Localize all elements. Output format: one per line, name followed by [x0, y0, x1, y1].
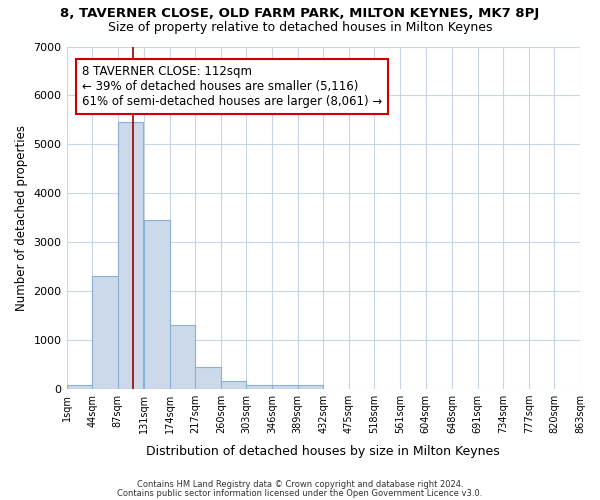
Bar	[118, 122, 143, 389]
Y-axis label: Number of detached properties: Number of detached properties	[15, 125, 28, 311]
Bar	[298, 386, 323, 389]
Bar	[195, 366, 221, 389]
Text: Size of property relative to detached houses in Milton Keynes: Size of property relative to detached ho…	[108, 21, 492, 34]
Bar	[144, 220, 170, 389]
Bar	[221, 381, 247, 389]
Text: 8, TAVERNER CLOSE, OLD FARM PARK, MILTON KEYNES, MK7 8PJ: 8, TAVERNER CLOSE, OLD FARM PARK, MILTON…	[61, 8, 539, 20]
Bar	[67, 386, 92, 389]
Text: Contains public sector information licensed under the Open Government Licence v3: Contains public sector information licen…	[118, 488, 482, 498]
Text: Contains HM Land Registry data © Crown copyright and database right 2024.: Contains HM Land Registry data © Crown c…	[137, 480, 463, 489]
Text: 8 TAVERNER CLOSE: 112sqm
← 39% of detached houses are smaller (5,116)
61% of sem: 8 TAVERNER CLOSE: 112sqm ← 39% of detach…	[82, 66, 382, 108]
Bar	[247, 386, 272, 389]
Bar	[92, 276, 118, 389]
X-axis label: Distribution of detached houses by size in Milton Keynes: Distribution of detached houses by size …	[146, 444, 500, 458]
Bar	[170, 326, 195, 389]
Bar	[272, 386, 298, 389]
